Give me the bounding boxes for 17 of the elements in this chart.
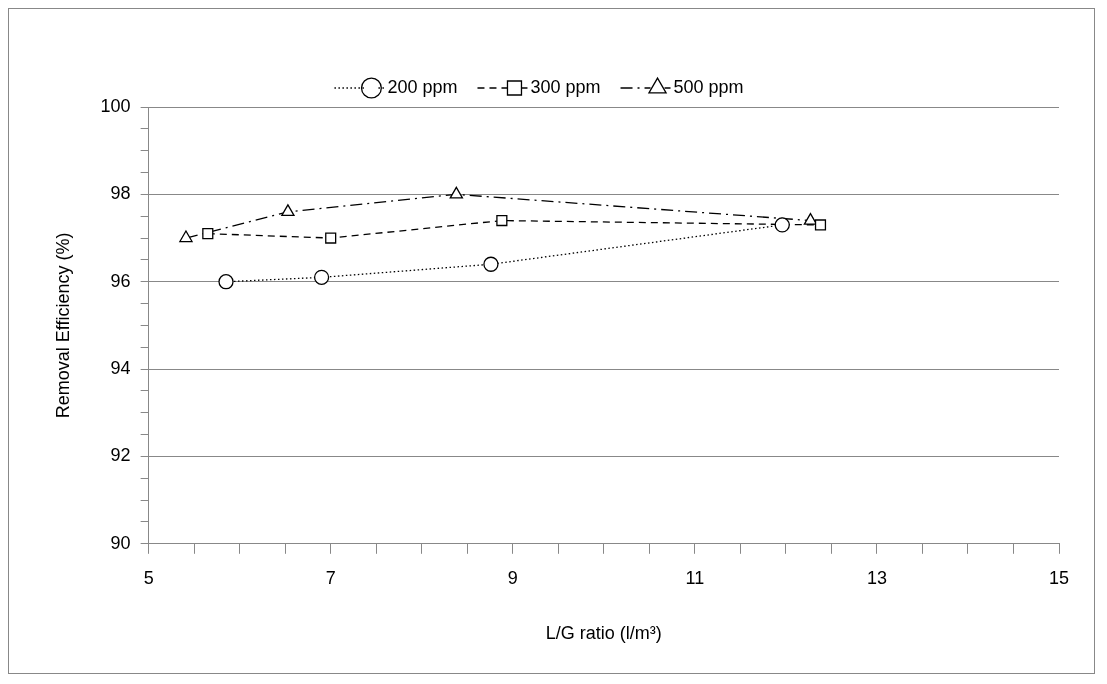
x-axis-title: L/G ratio (l/m³) bbox=[545, 623, 662, 644]
y-tick-label: 100 bbox=[100, 95, 131, 116]
x-tick-label: 11 bbox=[685, 567, 705, 588]
y-axis-title: Removal Efficiency (%) bbox=[52, 232, 73, 419]
x-tick-label: 13 bbox=[866, 567, 887, 588]
x-tick-label: 5 bbox=[143, 567, 154, 588]
y-tick-label: 90 bbox=[110, 532, 131, 553]
legend-label: 500 ppm bbox=[673, 76, 744, 97]
y-tick-label: 92 bbox=[110, 445, 131, 466]
x-tick-label: 15 bbox=[1048, 567, 1070, 588]
x-tick-label: 9 bbox=[507, 567, 518, 588]
y-tick-label: 98 bbox=[110, 183, 131, 204]
x-tick-label: 7 bbox=[325, 567, 336, 588]
y-tick-label: 96 bbox=[110, 270, 131, 291]
y-tick-label: 94 bbox=[110, 358, 131, 379]
legend-label: 300 ppm bbox=[530, 76, 601, 97]
legend-label: 200 ppm bbox=[387, 76, 458, 97]
